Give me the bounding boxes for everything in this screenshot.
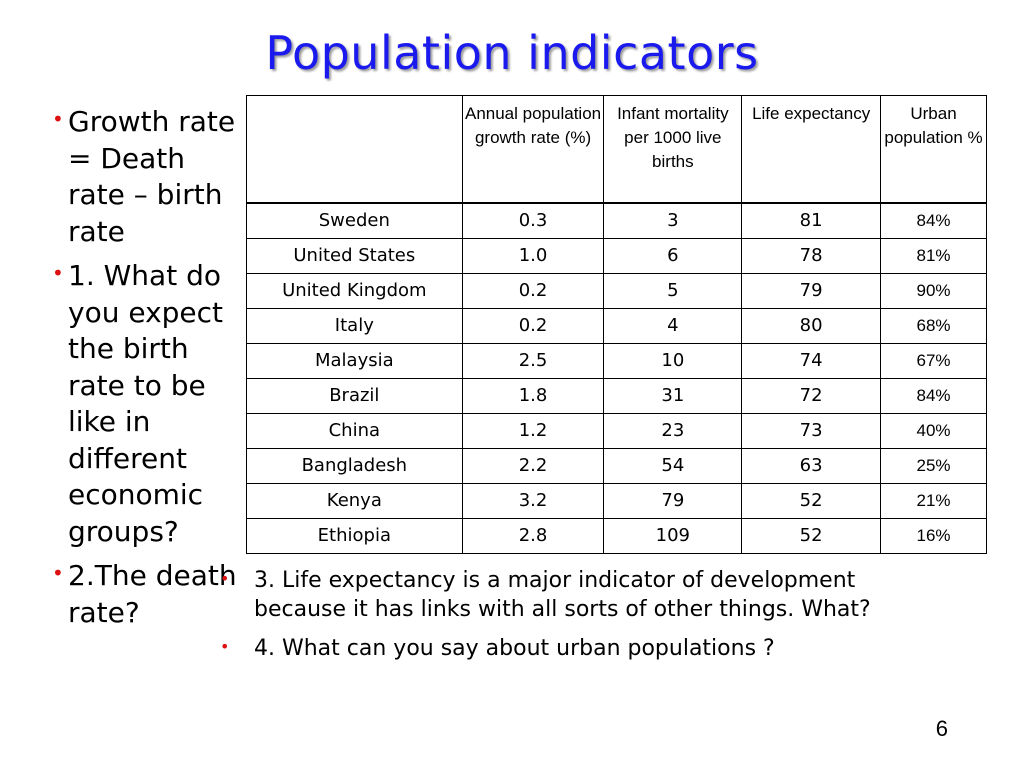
cell-urban-population: 40% <box>880 412 987 449</box>
cell-life-expectancy: 52 <box>741 517 882 554</box>
cell-country: United States <box>246 237 463 274</box>
cell-life-expectancy: 80 <box>741 307 882 344</box>
table-row: Ethiopia 2.8 109 52 16% <box>246 517 987 554</box>
cell-life-expectancy: 63 <box>741 447 882 484</box>
left-bullet-text: 2.The death rate? <box>68 559 237 629</box>
cell-life-expectancy: 81 <box>741 202 882 239</box>
table-row: Malaysia 2.5 10 74 67% <box>246 342 987 379</box>
cell-growth-rate: 2.2 <box>461 447 605 484</box>
cell-country: Italy <box>246 307 463 344</box>
bullet-dot-icon: • <box>220 569 230 588</box>
cell-urban-population: 16% <box>880 517 987 554</box>
table-row: Brazil 1.8 31 72 84% <box>246 377 987 414</box>
cell-country: United Kingdom <box>246 272 463 309</box>
left-bullet-item: • 1. What do you expect the birth rate to… <box>46 258 244 550</box>
header-growth-rate: Annual population growth rate (%) <box>461 95 605 203</box>
cell-infant-mortality: 10 <box>603 342 743 379</box>
table-row: China 1.2 23 73 40% <box>246 412 987 449</box>
cell-growth-rate: 0.2 <box>461 307 605 344</box>
slide-title: Population indicators <box>265 26 759 80</box>
header-country <box>246 95 463 203</box>
cell-life-expectancy: 78 <box>741 237 882 274</box>
right-bullet-list: • 3. Life expectancy is a major indicator… <box>216 566 916 673</box>
cell-life-expectancy: 79 <box>741 272 882 309</box>
cell-country: Kenya <box>246 482 463 519</box>
cell-growth-rate: 1.0 <box>461 237 605 274</box>
table-row: Kenya 3.2 79 52 21% <box>246 482 987 519</box>
left-bullet-text: 1. What do you expect the birth rate to … <box>68 259 224 548</box>
cell-infant-mortality: 54 <box>603 447 743 484</box>
cell-growth-rate: 0.3 <box>461 202 605 239</box>
cell-urban-population: 25% <box>880 447 987 484</box>
bullet-dot-icon: • <box>52 107 64 131</box>
left-bullet-list: • Growth rate = Death rate – birth rate •… <box>46 104 244 639</box>
cell-life-expectancy: 74 <box>741 342 882 379</box>
cell-growth-rate: 2.8 <box>461 517 605 554</box>
cell-country: Ethiopia <box>246 517 463 554</box>
bullet-dot-icon: • <box>52 261 64 285</box>
cell-country: Brazil <box>246 377 463 414</box>
right-bullet-item: • 4. What can you say about urban populat… <box>216 634 916 663</box>
table-row: United States 1.0 6 78 81% <box>246 237 987 274</box>
population-indicators-table: Annual population growth rate (%) Infant… <box>246 95 987 554</box>
left-bullet-item: • 2.The death rate? <box>46 558 244 631</box>
cell-life-expectancy: 52 <box>741 482 882 519</box>
right-bullet-text: 3. Life expectancy is a major indicator … <box>254 568 871 622</box>
right-bullet-item: • 3. Life expectancy is a major indicator… <box>216 566 916 624</box>
table-header-row: Annual population growth rate (%) Infant… <box>246 95 987 203</box>
right-bullet-text: 4. What can you say about urban populati… <box>254 636 775 661</box>
cell-country: Sweden <box>246 202 463 239</box>
cell-country: Malaysia <box>246 342 463 379</box>
page-number: 6 <box>935 716 948 741</box>
cell-growth-rate: 2.5 <box>461 342 605 379</box>
bullet-dot-icon: • <box>220 637 230 656</box>
cell-urban-population: 67% <box>880 342 987 379</box>
cell-infant-mortality: 31 <box>603 377 743 414</box>
cell-infant-mortality: 23 <box>603 412 743 449</box>
header-life-expectancy: Life expectancy <box>741 95 882 203</box>
cell-growth-rate: 1.8 <box>461 377 605 414</box>
cell-urban-population: 84% <box>880 202 987 239</box>
cell-infant-mortality: 109 <box>603 517 743 554</box>
left-bullet-text: Growth rate = Death rate – birth rate <box>68 105 236 248</box>
cell-life-expectancy: 72 <box>741 377 882 414</box>
cell-infant-mortality: 5 <box>603 272 743 309</box>
table-row: Italy 0.2 4 80 68% <box>246 307 987 344</box>
cell-infant-mortality: 79 <box>603 482 743 519</box>
cell-country: China <box>246 412 463 449</box>
cell-life-expectancy: 73 <box>741 412 882 449</box>
left-bullet-item: • Growth rate = Death rate – birth rate <box>46 104 244 250</box>
header-infant-mortality: Infant mortality per 1000 live births <box>603 95 743 203</box>
table-row: Bangladesh 2.2 54 63 25% <box>246 447 987 484</box>
cell-growth-rate: 1.2 <box>461 412 605 449</box>
cell-country: Bangladesh <box>246 447 463 484</box>
header-urban-population: Urban population % <box>880 95 987 203</box>
cell-infant-mortality: 4 <box>603 307 743 344</box>
bullet-dot-icon: • <box>52 561 64 585</box>
table-row: Sweden 0.3 3 81 84% <box>246 202 987 239</box>
cell-growth-rate: 3.2 <box>461 482 605 519</box>
cell-urban-population: 21% <box>880 482 987 519</box>
cell-urban-population: 68% <box>880 307 987 344</box>
cell-urban-population: 81% <box>880 237 987 274</box>
cell-growth-rate: 0.2 <box>461 272 605 309</box>
cell-infant-mortality: 6 <box>603 237 743 274</box>
cell-urban-population: 90% <box>880 272 987 309</box>
cell-urban-population: 84% <box>880 377 987 414</box>
cell-infant-mortality: 3 <box>603 202 743 239</box>
table-row: United Kingdom 0.2 5 79 90% <box>246 272 987 309</box>
